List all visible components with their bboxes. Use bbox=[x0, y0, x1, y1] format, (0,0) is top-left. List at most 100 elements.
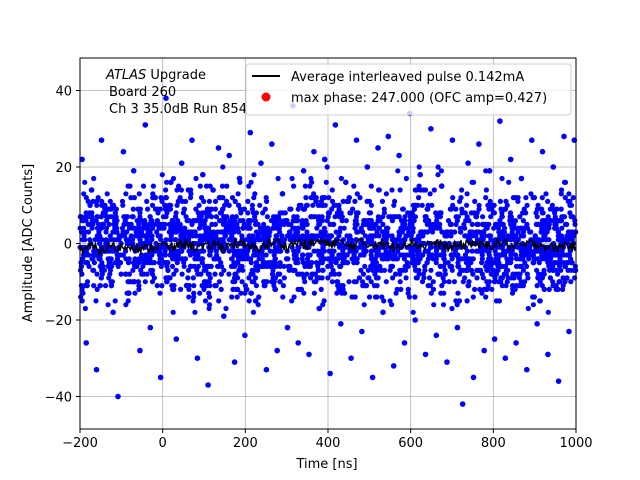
sample-point bbox=[547, 275, 554, 281]
sample-point bbox=[422, 187, 429, 193]
sample-point bbox=[380, 221, 386, 227]
sample-point bbox=[311, 279, 317, 285]
sample-point bbox=[169, 218, 175, 224]
sample-point bbox=[484, 248, 490, 254]
sample-point bbox=[235, 225, 241, 231]
sample-point bbox=[192, 240, 198, 247]
sample-point bbox=[261, 221, 267, 227]
sample-point bbox=[523, 195, 529, 201]
sample-point bbox=[397, 187, 403, 193]
sample-point bbox=[322, 202, 328, 208]
sample-point bbox=[145, 256, 151, 262]
sample-point bbox=[169, 263, 176, 269]
sample-point bbox=[368, 252, 374, 258]
sample-point bbox=[381, 267, 388, 273]
sample-point bbox=[193, 206, 199, 212]
sample-point bbox=[476, 267, 482, 273]
sample-point bbox=[312, 214, 318, 220]
sample-point bbox=[291, 294, 297, 300]
sample-point bbox=[442, 267, 448, 273]
sample-point bbox=[562, 179, 569, 185]
sample-point bbox=[234, 294, 240, 300]
outlier-point bbox=[385, 133, 392, 140]
sample-point bbox=[534, 283, 540, 289]
sample-point bbox=[172, 214, 179, 220]
sample-point bbox=[262, 206, 268, 212]
sample-point bbox=[570, 195, 576, 201]
sample-point bbox=[196, 202, 202, 208]
outlier-point bbox=[524, 366, 530, 373]
sample-point bbox=[493, 298, 500, 304]
sample-point bbox=[84, 279, 91, 285]
sample-point bbox=[391, 202, 397, 208]
outlier-point bbox=[497, 118, 503, 124]
sample-point bbox=[520, 283, 527, 289]
sample-point bbox=[464, 298, 470, 304]
sample-point bbox=[358, 267, 364, 273]
sample-point bbox=[213, 248, 219, 254]
sample-point bbox=[522, 252, 528, 258]
outlier-point bbox=[120, 148, 127, 155]
sample-point bbox=[99, 198, 105, 204]
sample-point bbox=[392, 237, 398, 243]
sample-point bbox=[491, 260, 497, 266]
sample-point bbox=[427, 244, 434, 250]
sample-point bbox=[318, 286, 324, 292]
sample-point bbox=[505, 267, 511, 273]
sample-point bbox=[508, 252, 514, 258]
sample-point bbox=[139, 218, 145, 224]
sample-point bbox=[354, 221, 360, 227]
sample-point bbox=[472, 198, 478, 204]
sample-point bbox=[537, 279, 543, 285]
sample-point bbox=[253, 237, 259, 243]
sample-point bbox=[560, 275, 566, 281]
sample-point bbox=[326, 256, 332, 262]
sample-point bbox=[443, 233, 449, 239]
sample-point bbox=[433, 244, 439, 250]
sample-point bbox=[558, 187, 565, 193]
sample-point bbox=[383, 279, 389, 285]
sample-point bbox=[545, 214, 551, 220]
sample-point bbox=[376, 233, 382, 239]
outlier-point bbox=[555, 378, 562, 385]
sample-point bbox=[459, 187, 465, 193]
sample-point bbox=[509, 283, 516, 289]
sample-point bbox=[191, 290, 197, 296]
sample-point bbox=[79, 298, 85, 304]
sample-point bbox=[216, 256, 222, 262]
sample-point bbox=[514, 256, 520, 262]
sample-point bbox=[260, 252, 266, 258]
sample-point bbox=[91, 260, 97, 266]
sample-point bbox=[226, 237, 232, 243]
sample-point bbox=[261, 279, 267, 285]
sample-point bbox=[350, 206, 356, 212]
sample-point bbox=[157, 244, 164, 250]
sample-point bbox=[412, 263, 418, 269]
sample-point bbox=[82, 283, 88, 289]
sample-point bbox=[393, 290, 399, 296]
sample-point bbox=[224, 198, 230, 204]
sample-point bbox=[338, 175, 344, 182]
sample-point bbox=[158, 195, 164, 201]
sample-point bbox=[251, 279, 257, 285]
sample-point bbox=[347, 248, 353, 254]
sample-point bbox=[405, 286, 411, 292]
sample-point bbox=[141, 233, 147, 239]
sample-point bbox=[414, 275, 420, 281]
sample-point bbox=[385, 225, 391, 231]
sample-point bbox=[204, 279, 210, 285]
sample-point bbox=[173, 267, 179, 273]
sample-point bbox=[376, 187, 382, 193]
sample-point bbox=[487, 198, 493, 204]
sample-point bbox=[515, 195, 521, 201]
sample-point bbox=[396, 229, 402, 235]
sample-point bbox=[325, 214, 331, 220]
sample-point bbox=[147, 229, 153, 235]
sample-point bbox=[398, 252, 404, 258]
sample-point bbox=[549, 252, 555, 258]
outlier-point bbox=[194, 355, 201, 362]
sample-point bbox=[301, 275, 307, 281]
sample-point bbox=[337, 225, 344, 231]
sample-point bbox=[171, 271, 177, 277]
outlier-point bbox=[83, 340, 89, 346]
